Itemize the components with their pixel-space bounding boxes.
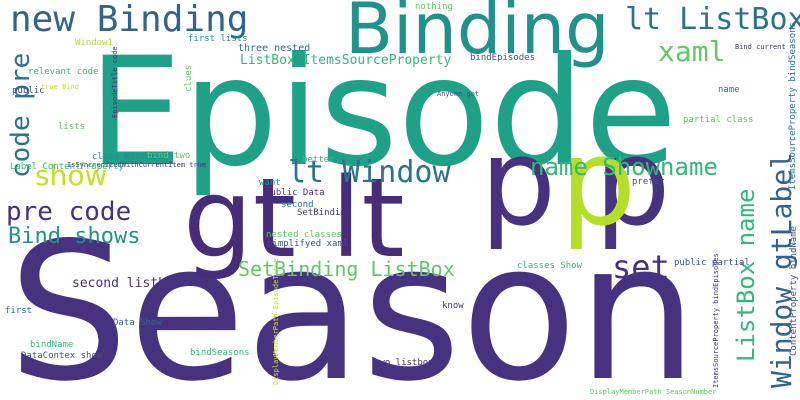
word-label-contentproperty: Label ContentProperty [10,162,124,172]
word-gt-lt: gt lt [183,154,405,282]
word-itemssourceproperty-bindseasons: ItemsSourceProperty bindSeasons [788,22,798,190]
word-contentproperty-bindname: ContentProperty bindName [789,225,799,356]
word-bind-two: bind two [147,151,191,161]
word-setbinding: SetBinding [297,208,352,218]
word-p: p [560,114,637,253]
word-bind-shows: Bind shows [8,224,141,249]
word-new-binding: new Binding [10,0,249,40]
word-relevant-code: relevant code [28,67,99,77]
word-better: better [302,155,335,165]
word-name-showname: name Showname [530,153,718,181]
word-window1: Window1 [75,38,113,48]
word-set: set [612,248,670,286]
word-partial-class: partial class [683,115,754,125]
word-binding: Binding [345,0,610,70]
word-first: first [5,306,33,316]
word-name: name [718,85,740,95]
word-bind-current: Bind current [735,43,786,51]
word-public-data: public Data [265,188,325,198]
word-datacontex-show: DataContex show [21,351,103,361]
word-episodetitle-code: EpisodeTitle code [111,46,119,118]
word-displaymemberpath-episodetitle: DisplayMemberPath EpisodeTitle [272,258,280,385]
word-displaymemberpath-seasonnumber: DisplayMemberPath SeasonNumber [590,388,717,396]
word-data-show: Data Show [113,318,162,328]
word-p-p: p p [480,114,671,253]
word-anyone-got: Anyone got [437,90,480,98]
word-listbox-itemssourceproperty: ListBox ItemsSourceProperty [240,53,452,68]
word-bindseasons: bindSeasons [190,348,250,358]
word-show: show [35,159,108,192]
word-issyncronizedwithcurrentitem-true: IsSyncronizedWithCurrentItem true [67,161,207,169]
word-xaml: xaml [658,35,726,68]
word-first-lists: first lists [188,34,248,44]
word-two-listboxes: two listboxes [374,358,445,368]
word-listbox-name: ListBox name [732,188,760,362]
word-simplifyed-xaml: simplifyed xaml [267,239,349,249]
word-bindepisodes: bindEpisodes [470,53,536,63]
word-lt-window: lt Window [288,155,451,190]
word-classes-show: classes Show [517,261,583,271]
word-three-nested: three nested [238,43,311,54]
word-second-listbox: second listbox [72,276,182,291]
word-true-bind: true Bind [41,83,79,91]
word-clues: clues [184,64,194,92]
word-episode: Episode [88,26,678,200]
word-bindname: bindName [30,340,74,350]
word-itemssourceproperty-bindepisodes: ItemsSourceProperty bindEpisodes [712,253,720,388]
word-setbinding-listbox: SetBinding ListBox [238,257,455,281]
word-season: Season [8,202,698,400]
word-class-window1: class Window1 [92,152,163,162]
word-lt-listbox: lt ListBox [625,2,800,37]
word-public-partial: public partial [674,258,750,268]
word-nothing: nothing [415,2,453,12]
word-public: public [12,86,45,96]
word-nested-classes: nested classes [266,230,342,240]
word-prefer: prefer [632,177,665,187]
word-second: second [281,200,314,210]
word-pre-code: pre code [6,197,132,227]
word-know: know [442,301,464,311]
word-lists: lists [58,122,86,132]
word-want: want [259,178,281,188]
